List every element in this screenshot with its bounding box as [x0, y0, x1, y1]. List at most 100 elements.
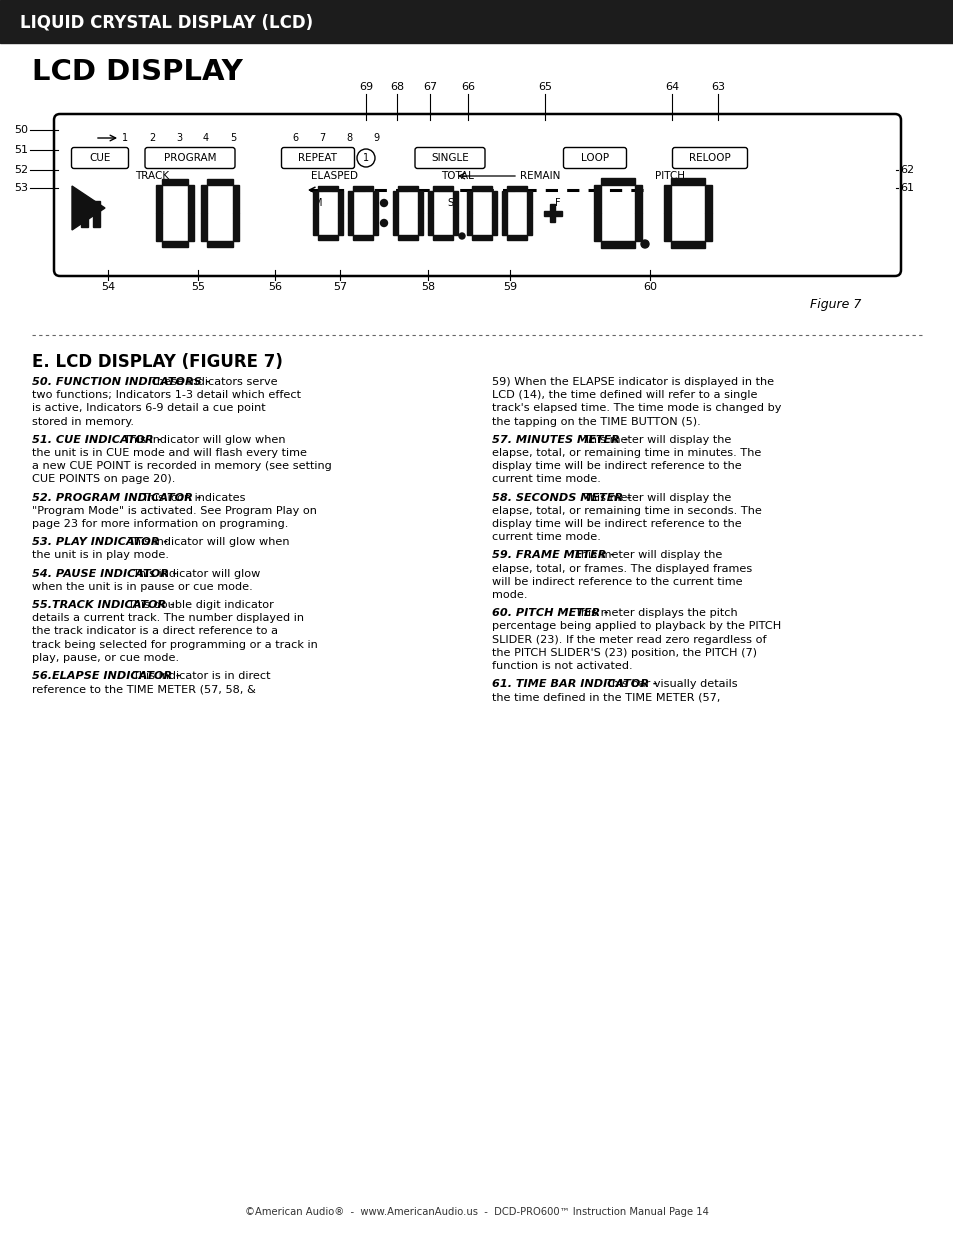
Bar [433, 186, 453, 191]
Text: elapse, total, or remaining time in minutes. The: elapse, total, or remaining time in minu… [492, 448, 760, 458]
Text: 8: 8 [346, 133, 352, 143]
Bar [526, 212, 532, 235]
Bar [317, 235, 337, 240]
Text: 1: 1 [122, 133, 128, 143]
Circle shape [380, 220, 387, 226]
Text: percentage being applied to playback by the PITCH: percentage being applied to playback by … [492, 621, 781, 631]
Bar [453, 191, 457, 212]
Text: two functions; Indicators 1-3 detail which effect: two functions; Indicators 1-3 detail whi… [32, 390, 301, 400]
Text: 56: 56 [268, 282, 282, 291]
Text: This indicator will glow when: This indicator will glow when [123, 435, 285, 445]
Text: PROGRAM: PROGRAM [164, 153, 216, 163]
Text: elapse, total, or frames. The displayed frames: elapse, total, or frames. The displayed … [492, 563, 752, 573]
Text: 50. FUNCTION INDICATORS -: 50. FUNCTION INDICATORS - [32, 377, 213, 387]
Text: the tapping on the TIME BUTTON (5).: the tapping on the TIME BUTTON (5). [492, 416, 700, 426]
Text: 59. FRAME METER -: 59. FRAME METER - [492, 551, 618, 561]
Text: 51: 51 [14, 144, 28, 156]
Bar [472, 235, 492, 240]
Bar [526, 191, 532, 212]
Text: LIQUID CRYSTAL DISPLAY (LCD): LIQUID CRYSTAL DISPLAY (LCD) [20, 14, 313, 31]
Text: This indicator will glow when: This indicator will glow when [127, 537, 290, 547]
Text: TOTAL: TOTAL [441, 170, 474, 182]
Text: the PITCH SLIDER'S (23) position, the PITCH (7): the PITCH SLIDER'S (23) position, the PI… [492, 648, 757, 658]
Text: 59: 59 [502, 282, 517, 291]
Bar [492, 212, 497, 235]
Text: will be indirect reference to the current time: will be indirect reference to the curren… [492, 577, 741, 587]
Bar [353, 186, 373, 191]
Text: track being selected for programming or a track in: track being selected for programming or … [32, 640, 317, 650]
Bar [467, 212, 472, 235]
Text: 6: 6 [292, 133, 297, 143]
Text: This meter displays the pitch: This meter displays the pitch [573, 608, 737, 619]
Text: 54. PAUSE INDICATOR -: 54. PAUSE INDICATOR - [32, 568, 181, 579]
Bar [393, 212, 397, 235]
Bar [348, 191, 353, 212]
Bar [428, 212, 433, 235]
Text: SINGLE: SINGLE [431, 153, 468, 163]
Bar [506, 235, 526, 240]
Bar [417, 191, 422, 212]
Text: 50: 50 [14, 125, 28, 135]
Bar [393, 191, 397, 212]
Bar [373, 191, 377, 212]
Text: REPEAT: REPEAT [298, 153, 337, 163]
Text: F: F [555, 198, 560, 207]
Bar [704, 212, 711, 241]
Polygon shape [71, 186, 105, 230]
FancyBboxPatch shape [672, 147, 747, 168]
Text: 3: 3 [175, 133, 182, 143]
Text: This indicator will glow: This indicator will glow [132, 568, 260, 579]
Bar [550, 204, 555, 222]
Text: reference to the TIME METER (57, 58, &: reference to the TIME METER (57, 58, & [32, 684, 255, 694]
Text: LOOP: LOOP [580, 153, 608, 163]
Text: a new CUE POINT is recorded in memory (see setting: a new CUE POINT is recorded in memory (s… [32, 461, 332, 472]
Text: 61: 61 [899, 183, 913, 193]
Bar [0, 0, 953, 43]
Bar [670, 178, 704, 185]
Text: 1: 1 [362, 153, 369, 163]
Bar [373, 212, 377, 235]
Bar [467, 191, 472, 212]
Text: 60. PITCH METER -: 60. PITCH METER - [492, 608, 612, 619]
Text: 51. CUE INDICATOR -: 51. CUE INDICATOR - [32, 435, 166, 445]
Text: LCD DISPLAY: LCD DISPLAY [32, 58, 242, 86]
Text: elapse, total, or remaining time in seconds. The: elapse, total, or remaining time in seco… [492, 506, 761, 516]
Text: when the unit is in pause or cue mode.: when the unit is in pause or cue mode. [32, 582, 253, 592]
Bar [81, 201, 88, 227]
Text: current time mode.: current time mode. [492, 532, 600, 542]
Bar [188, 185, 193, 212]
Bar [337, 191, 343, 212]
Bar [501, 212, 506, 235]
Text: 9: 9 [373, 133, 378, 143]
Text: ©American Audio®  -  www.AmericanAudio.us  -  DCD-PRO600™ Instruction Manual Pag: ©American Audio® - www.AmericanAudio.us … [245, 1207, 708, 1216]
Bar [337, 212, 343, 235]
Bar [433, 235, 453, 240]
Text: 60: 60 [642, 282, 657, 291]
Text: page 23 for more information on programing.: page 23 for more information on programi… [32, 519, 288, 529]
Circle shape [458, 233, 464, 240]
Bar [162, 179, 188, 185]
Bar [663, 212, 670, 241]
Bar [397, 186, 417, 191]
Bar [506, 186, 526, 191]
Text: the unit is in play mode.: the unit is in play mode. [32, 551, 169, 561]
FancyBboxPatch shape [563, 147, 626, 168]
Text: M: M [314, 198, 322, 207]
Bar [635, 185, 641, 212]
Text: SLIDER (23). If the meter read zero regardless of: SLIDER (23). If the meter read zero rega… [492, 635, 765, 645]
Text: 65: 65 [537, 82, 552, 91]
Text: track's elapsed time. The time mode is changed by: track's elapsed time. The time mode is c… [492, 404, 781, 414]
Text: 7: 7 [318, 133, 325, 143]
Text: 57. MINUTES METER -: 57. MINUTES METER - [492, 435, 632, 445]
Text: 68: 68 [390, 82, 404, 91]
Bar [397, 235, 417, 240]
Bar [428, 191, 433, 212]
Bar [472, 186, 492, 191]
Bar [453, 212, 457, 235]
Text: 52. PROGRAM INDICATOR -: 52. PROGRAM INDICATOR - [32, 493, 205, 503]
FancyBboxPatch shape [281, 147, 355, 168]
Bar [704, 185, 711, 212]
Text: display time will be indirect reference to the: display time will be indirect reference … [492, 519, 741, 529]
Text: PITCH: PITCH [655, 170, 684, 182]
Text: LCD (14), the time defined will refer to a single: LCD (14), the time defined will refer to… [492, 390, 757, 400]
